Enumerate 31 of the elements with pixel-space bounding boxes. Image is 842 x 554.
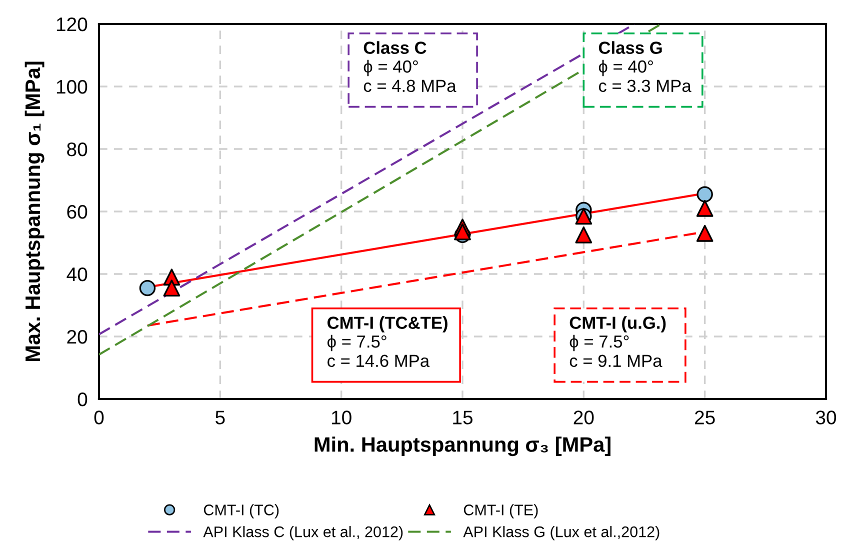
x-tick-label: 20 [574, 410, 594, 424]
y-tick-label: 80 [67, 142, 88, 156]
point [139, 280, 156, 296]
legend-label: API Klass G (Lux et al.,2012) [463, 526, 660, 540]
annotation: CMT-I (TC&TE) ϕ = 7.5° c = 14.6 MPa [327, 316, 448, 368]
y-tick-label: 120 [56, 17, 88, 32]
x-tick-label: 0 [94, 410, 104, 424]
y-tick-label: 40 [66, 267, 88, 282]
x-tick-label: 15 [453, 410, 472, 424]
y-tick-label: 0 [78, 392, 88, 406]
legend-label: CMT-I (TE) [464, 504, 538, 518]
x-axis-title: Min. Hauptspannung σ₃ [MPa] [314, 436, 610, 456]
point [454, 223, 471, 240]
legend-label: CMT-I (TC) [204, 504, 279, 518]
x-tick-label: 5 [216, 410, 225, 424]
annotation: CMT-I (u.G.) ϕ = 7.5° c = 9.1 MPa [570, 316, 666, 368]
point [696, 224, 714, 242]
y-tick-label: 100 [56, 80, 88, 94]
x-tick-label: 30 [816, 410, 836, 424]
point [696, 186, 713, 202]
x-tick-label: 25 [695, 410, 715, 424]
point [575, 226, 592, 244]
point [163, 280, 180, 297]
x-tick-label: 10 [332, 410, 352, 424]
annotation: Class G ϕ = 40° c = 3.3 MPa [598, 41, 692, 92]
annotation: Class C ϕ = 40° c = 4.8 MPa [364, 41, 456, 92]
y-tick-label: 20 [67, 330, 88, 344]
point [696, 200, 714, 217]
y-tick-label: 60 [67, 204, 88, 219]
legend-label: API Klass C (Lux et al., 2012) [203, 526, 403, 540]
y-axis-title: Max. Hauptspannung σ₁ [MPa] [24, 62, 44, 361]
